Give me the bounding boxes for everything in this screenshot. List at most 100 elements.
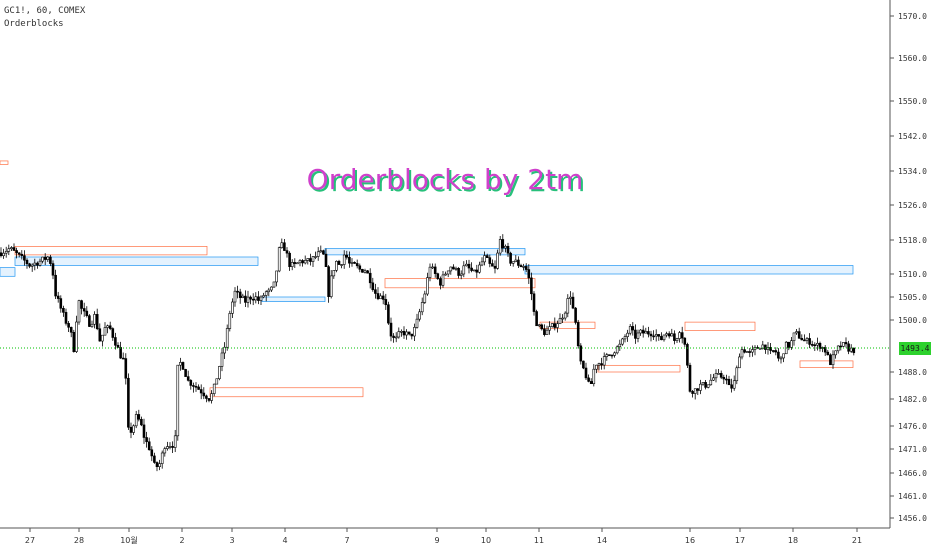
candle-body [111,328,115,338]
candle-body [826,351,830,356]
candle-body [509,252,512,264]
candle-body [751,349,754,353]
candle-body [147,441,151,451]
candle-body [231,301,234,314]
candle-body [686,344,689,366]
watermark-title: Orderblocks by 2tm [306,163,584,196]
candle-body [704,382,707,388]
candle-body [449,266,453,272]
candle-body [519,265,523,268]
candle-body [574,307,577,323]
candle-body [379,295,382,300]
candle-body [233,290,237,303]
y-tick-label: 1488.0 [898,368,927,377]
price-axis: 1570.0 1560.0 1550.0 1542.0 1534.0 1526.0 1518… [890,12,927,523]
candle-body [576,322,580,347]
candle-body [189,380,193,386]
candle-body [114,337,117,346]
candle-body [137,414,141,420]
candle-body [537,324,541,327]
candle-body [683,337,687,345]
candle-body [199,389,203,394]
candle-body [675,338,679,341]
candle-body [810,344,814,346]
candle-body [779,357,783,360]
candle-body [743,349,746,353]
y-tick-label: 1526.0 [898,201,927,210]
candle-body [348,256,351,264]
candle-body [777,351,780,359]
candle-body [774,350,778,353]
candle-body [795,331,798,334]
candle-body [4,250,8,254]
candle-body [64,312,68,324]
x-tick-label: 11 [534,536,544,545]
candle-body [480,261,484,266]
candle-body [582,360,585,369]
candle-body [132,425,135,433]
bearish-orderblock [0,160,9,165]
candle-body [127,377,130,428]
candle-body [595,364,598,370]
candle-body [145,437,148,443]
candle-body [223,346,226,354]
candle-body [488,257,492,264]
x-tick-label: 10월 [120,535,138,545]
candle-body [816,342,819,346]
candle-body [652,335,655,338]
candle-body [358,265,362,270]
candle-body [792,332,796,342]
candle-body [829,354,832,366]
candle-body [160,452,164,464]
candle-body [667,333,671,337]
bearish-orderblock [597,364,681,373]
indicator-name: Orderblocks [4,19,64,29]
candle-body [540,324,544,330]
candle-body [319,250,323,253]
x-tick-label: 16 [685,536,695,545]
candle-body [439,278,442,286]
candle-body [75,321,78,352]
candle-body [797,331,801,339]
candle-body [483,255,486,263]
candle-body [381,295,385,300]
y-tick-label: 1482.0 [898,395,927,404]
candle-body [311,256,315,262]
candle-body [688,364,692,392]
candle-body [605,354,609,357]
x-tick-label: 3 [229,536,234,545]
x-tick-label: 21 [852,536,862,545]
candle-body [600,363,603,366]
candle-body [387,304,390,324]
candle-body [142,424,146,438]
candle-body [621,338,624,345]
candle-body [30,264,34,267]
candle-body [639,329,642,334]
candle-body [566,298,570,314]
candle-body [712,377,715,381]
x-tick-label: 27 [25,536,35,545]
candle-body [561,317,564,320]
candle-body [270,286,273,291]
candle-body [644,331,648,334]
candle-body [368,272,372,284]
candle-body [108,325,112,329]
candle-body [543,328,546,335]
candle-body [168,446,172,448]
candle-body [303,260,307,264]
candle-body [72,331,76,352]
candle-body [340,264,343,266]
candle-body [569,296,572,299]
candlestick-series [0,234,856,472]
candle-body [491,263,494,267]
candle-body [205,395,208,399]
bearish-orderblock [684,321,756,331]
candle-body [691,391,694,394]
candle-body [758,348,762,350]
candle-body [748,351,752,353]
candle-body [0,252,3,257]
candle-body [548,326,551,331]
candle-body [433,266,437,274]
candle-body [288,252,291,267]
